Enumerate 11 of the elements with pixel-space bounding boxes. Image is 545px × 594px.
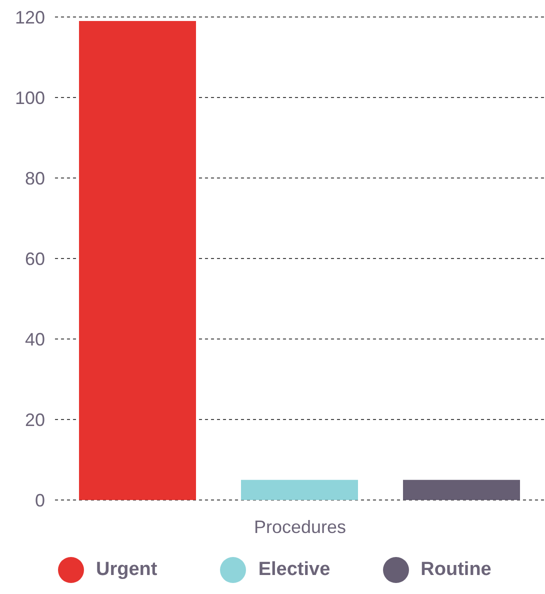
y-tick-label: 0: [34, 490, 45, 510]
legend-label: Routine: [420, 559, 492, 581]
y-tick-label: 120: [14, 7, 45, 28]
y-tick-label: 100: [14, 88, 45, 108]
y-tick-label: 80: [24, 168, 45, 188]
y-tick-label: 60: [24, 248, 45, 269]
y-tick-label: 40: [24, 329, 45, 350]
legend-label: Elective: [258, 559, 330, 581]
x-tick-label: Procedures: [254, 516, 346, 537]
legend-label: Urgent: [96, 559, 158, 581]
y-tick-label: 20: [24, 410, 45, 430]
